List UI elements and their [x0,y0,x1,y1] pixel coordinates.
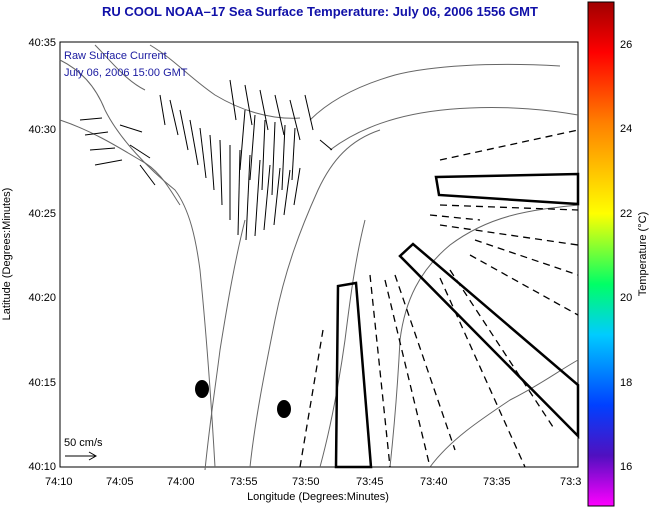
station-dots [195,380,291,418]
x-tick-label: 74:05 [106,476,134,488]
y-axis-label: Latitude (Degrees:Minutes) [1,188,13,321]
y-tick-label: 40:30 [28,124,56,136]
colorbar-tick-label: 24 [620,123,632,135]
y-tick-label: 40:15 [28,377,56,389]
scale-arrowhead [88,451,98,461]
y-ticks: 40:35 40:30 40:25 40:20 40:15 40:10 [28,37,56,473]
station-dot [195,380,209,398]
plot-frame [59,41,579,468]
colorbar-label: Temperature (°C) [637,212,649,296]
overlay-label-2: July 06, 2006 15:00 GMT [64,67,188,79]
x-tick-label: 73:40 [420,476,448,488]
y-tick-label: 40:10 [28,461,56,473]
x-ticks: 74:10 74:05 74:00 73:55 73:50 73:45 73:4… [45,476,581,488]
colorbar [587,1,615,507]
outline-boxes [334,172,580,469]
x-tick-label: 74:10 [45,476,73,488]
x-tick-label: 73:3 [560,476,581,488]
dashed-lines [299,129,579,468]
overlay-label-1: Raw Surface Current [64,50,167,62]
x-tick-label: 73:45 [356,476,384,488]
colorbar-tick-label: 26 [620,39,632,51]
chart-title: RU COOL NOAA–17 Sea Surface Temperature:… [102,4,538,19]
coastline-contours [59,44,579,471]
colorbar-tick-label: 16 [620,461,632,473]
colorbar-tick-label: 18 [620,377,632,389]
x-tick-label: 73:55 [230,476,258,488]
station-dot [277,400,291,418]
colorbar-ticks: 26 24 22 20 18 16 [620,39,632,473]
y-tick-label: 40:35 [28,37,56,49]
x-tick-label: 74:00 [167,476,195,488]
y-tick-label: 40:20 [28,292,56,304]
current-vectors [79,79,333,241]
colorbar-tick-label: 20 [620,292,632,304]
scale-label: 50 cm/s [64,437,103,449]
y-tick-label: 40:25 [28,208,56,220]
x-tick-label: 73:50 [292,476,320,488]
x-axis-label: Longitude (Degrees:Minutes) [247,491,389,503]
colorbar-tick-label: 22 [620,208,632,220]
x-tick-label: 73:35 [483,476,511,488]
